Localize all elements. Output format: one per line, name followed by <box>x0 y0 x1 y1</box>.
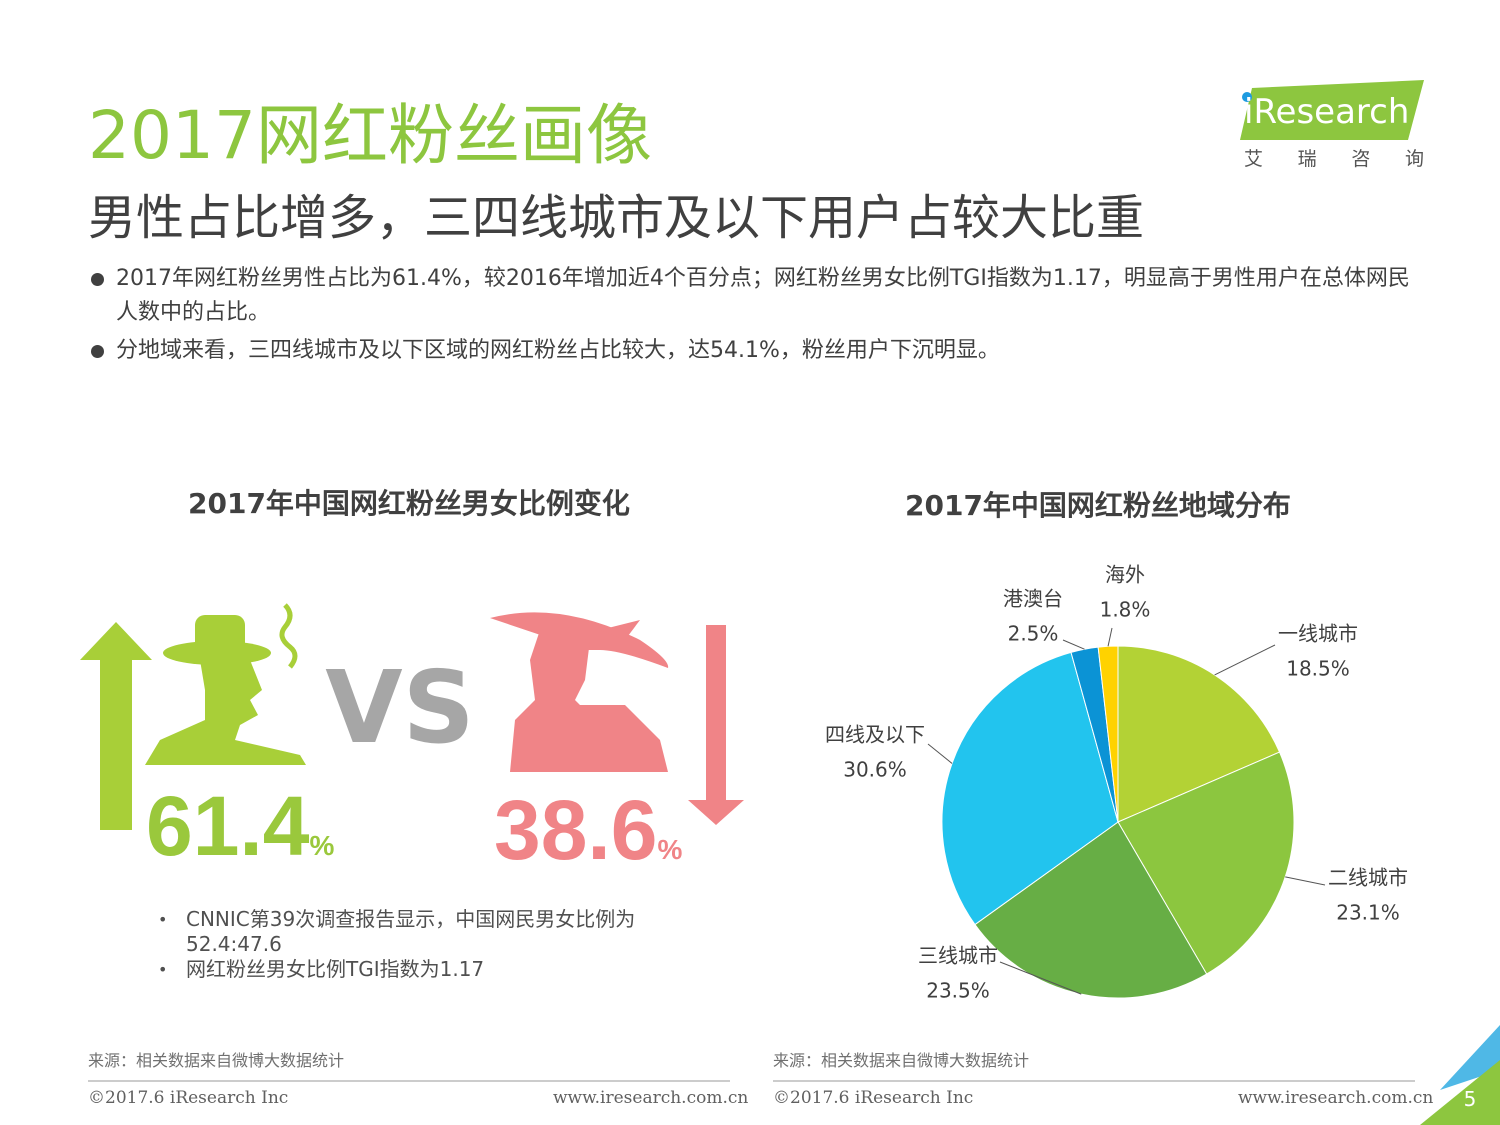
source: 来源：相关数据来自微博大数据统计 <box>88 1051 345 1070</box>
slice-label: 海外 <box>1105 563 1145 587</box>
slice-label: 一线城市 <box>1278 622 1358 646</box>
chart-title: 2017年中国网红粉丝地域分布 <box>905 489 1291 522</box>
down-arrow <box>688 625 744 825</box>
value-label: 23.5% <box>926 979 990 1003</box>
pie-slice <box>1117 751 1295 975</box>
male-value: 61.4 <box>146 779 310 873</box>
leader-line <box>1062 639 1085 650</box>
leader-line <box>1285 876 1326 886</box>
copyright: ©2017.6 iResearch Inc <box>773 1088 974 1108</box>
slice-label: 三线城市 <box>918 944 998 968</box>
value-label: 18.5% <box>1286 657 1350 681</box>
logo-tagline: 艾 瑞 咨 询 <box>1244 148 1424 170</box>
leader-line <box>1107 627 1113 647</box>
source: 来源：相关数据来自微博大数据统计 <box>773 1051 1030 1070</box>
note: 网红粉丝男女比例TGI指数为1.17 <box>158 957 676 982</box>
pie-slice <box>941 651 1119 926</box>
leader-line <box>927 743 953 764</box>
female-unit: % <box>657 834 683 865</box>
pie-chart: 一线城市 18.5% 二线城市 23.1% 三线城市 23.5% 四线及以下 30.6% 港澳台… <box>825 563 1408 1003</box>
bullet: 2017年网红粉丝男性占比为61.4%，较2016年增加近4个百分点；网红粉丝男… <box>91 262 1416 330</box>
bullet: 分地域来看，三四线城市及以下区域的网红粉丝占比较大，达54.1%，粉丝用户下沉明… <box>91 334 1416 368</box>
male-icon <box>145 603 306 765</box>
website: www.iresearch.com.cn <box>1238 1088 1434 1108</box>
title: 2017网红粉丝画像 <box>88 97 652 174</box>
slice-label: 港澳台 <box>1003 587 1063 611</box>
vs-text: VS <box>325 649 474 766</box>
up-arrow <box>80 622 152 830</box>
female-value: 38.6 <box>494 783 658 877</box>
subtitle: 男性占比增多，三四线城市及以下用户占较大比重 <box>88 190 1145 246</box>
female-icon <box>490 612 669 772</box>
page-number: 5 <box>1464 1087 1477 1111</box>
male-share: 61.4% <box>146 778 334 875</box>
logo-badge <box>1240 80 1424 140</box>
value-label: 1.8% <box>1100 598 1151 622</box>
corner-deco <box>1420 1060 1500 1125</box>
logo-brand: iResearch <box>1244 92 1409 132</box>
value-label: 23.1% <box>1336 901 1400 925</box>
leader-line <box>999 961 1082 995</box>
pie-slice <box>1117 645 1281 823</box>
slice-label: 二线城市 <box>1328 866 1408 890</box>
website: www.iresearch.com.cn <box>553 1088 749 1108</box>
female-share: 38.6% <box>494 782 682 879</box>
logo-dot <box>1242 92 1252 102</box>
male-unit: % <box>309 830 335 861</box>
panel-title: 2017年中国网红粉丝男女比例变化 <box>188 487 630 520</box>
value-label: 2.5% <box>1008 622 1059 646</box>
pie-slice <box>974 821 1208 999</box>
leader-line <box>1214 644 1276 676</box>
copyright: ©2017.6 iResearch Inc <box>88 1088 289 1108</box>
slice-label: 四线及以下 <box>825 723 925 747</box>
value-label: 30.6% <box>843 758 907 782</box>
note: CNNIC第39次调查报告显示，中国网民男女比例为52.4:47.6 <box>158 907 676 957</box>
